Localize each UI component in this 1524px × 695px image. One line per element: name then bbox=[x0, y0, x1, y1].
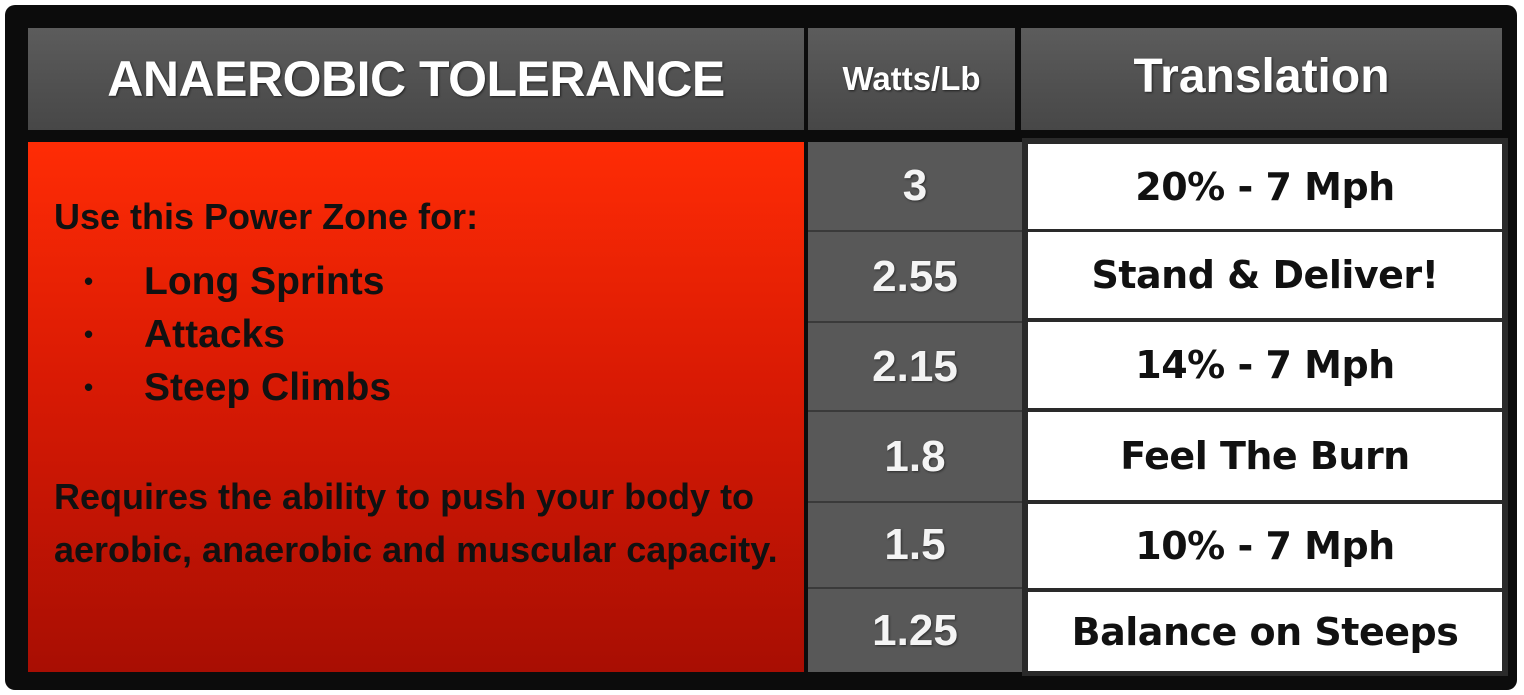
zone-title-header: ANAEROBIC TOLERANCE bbox=[28, 28, 804, 130]
use-item-label: Steep Climbs bbox=[144, 366, 392, 409]
watts-per-lb-header: Watts/Lb bbox=[808, 28, 1015, 130]
use-item-label: Long Sprints bbox=[144, 260, 385, 303]
watts-value: 2.55 bbox=[808, 230, 1022, 321]
use-item: • Long Sprints bbox=[54, 255, 804, 308]
use-item: • Attacks bbox=[54, 308, 804, 361]
use-item: • Steep Climbs bbox=[54, 361, 804, 414]
use-intro: Use this Power Zone for: bbox=[54, 196, 479, 237]
requirement-text: Requires the ability to push your body t… bbox=[54, 476, 778, 570]
use-list: • Long Sprints • Attacks • Steep Climbs bbox=[54, 255, 804, 414]
translation-header: Translation bbox=[1021, 28, 1502, 130]
translation-cell: 10% - 7 Mph bbox=[1028, 504, 1502, 588]
use-item-label: Attacks bbox=[144, 313, 285, 356]
watts-value: 1.5 bbox=[808, 501, 1022, 587]
zone-description-panel: Use this Power Zone for: • Long Sprints … bbox=[28, 142, 804, 672]
watts-value: 3 bbox=[808, 142, 1022, 230]
bullet-icon: • bbox=[84, 372, 94, 402]
translation-cell: 14% - 7 Mph bbox=[1028, 322, 1502, 408]
bullet-icon: • bbox=[84, 319, 94, 349]
translation-cell: Feel The Burn bbox=[1028, 412, 1502, 500]
translation-column: 20% - 7 Mph Stand & Deliver! 14% - 7 Mph… bbox=[1022, 138, 1508, 676]
bullet-icon: • bbox=[84, 266, 94, 296]
translation-cell: Stand & Deliver! bbox=[1028, 232, 1502, 318]
watts-value: 1.25 bbox=[808, 587, 1022, 672]
translation-cell: Balance on Steeps bbox=[1028, 592, 1502, 671]
watts-value: 2.15 bbox=[808, 321, 1022, 410]
watts-value: 1.8 bbox=[808, 410, 1022, 501]
translation-cell: 20% - 7 Mph bbox=[1028, 144, 1502, 229]
watts-column: 3 2.55 2.15 1.8 1.5 1.25 bbox=[808, 142, 1022, 672]
